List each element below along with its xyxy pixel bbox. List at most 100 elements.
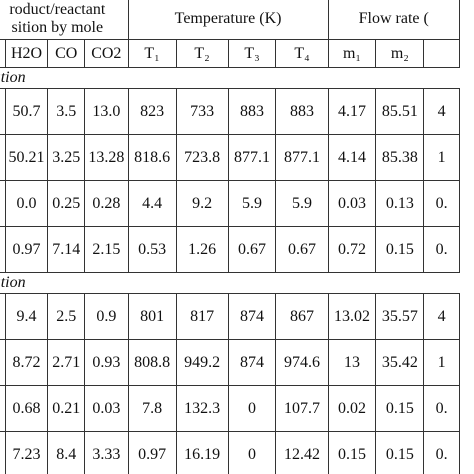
table-cell: 2.15	[83, 226, 129, 273]
column-header: CO2	[83, 39, 129, 68]
table-cell: 5.9	[227, 180, 277, 227]
table-cell: 0.28	[83, 180, 129, 227]
table-cell: 35.57	[375, 293, 425, 340]
header-cell: roduct/reactant sition by mole	[0, 0, 129, 40]
table-cell: 1	[423, 134, 460, 181]
table-cell: 874	[227, 339, 277, 386]
table-cell: 818.6	[127, 134, 177, 181]
table-cell: 4.14	[327, 134, 377, 181]
table-cell: 808.8	[127, 339, 177, 386]
section-title: ration	[0, 67, 460, 89]
table-cell: 13	[327, 339, 377, 386]
table-cell: 817	[175, 293, 229, 340]
table-cell: 0.15	[375, 226, 425, 273]
table-cell: 1.26	[175, 226, 229, 273]
table-cell: 0.68	[4, 385, 49, 432]
table-cell: 0.	[423, 226, 460, 273]
section-title: ration	[0, 272, 460, 294]
table-cell: 0.93	[83, 339, 129, 386]
table-cell: 0.03	[83, 385, 129, 432]
table-row: 8.72 2.71 0.93 808.8 949.2 874 974.6 13 35.42 1	[0, 339, 460, 386]
header-text: sition by mole	[11, 19, 104, 36]
table-row: 0.97 7.14 2.15 0.53 1.26 0.67 0.67 0.72 0.15 0.	[0, 226, 460, 273]
table-cell: 0.9	[83, 293, 129, 340]
table-cell: 0.	[423, 431, 460, 474]
header-cell	[423, 39, 460, 68]
table-row: 50.7 3.5 13.0 823 733 883 883 4.17 85.51 4	[0, 88, 460, 135]
table-cell: 0.15	[375, 385, 425, 432]
table-cell: 0.15	[375, 431, 425, 474]
table-cell: 723.8	[175, 134, 229, 181]
table-cell: 733	[175, 88, 229, 135]
table-cell: 4	[423, 88, 460, 135]
table-cell: 0.13	[375, 180, 425, 227]
column-header: T₂	[175, 39, 229, 68]
column-header: m₂	[375, 39, 425, 68]
table-cell: 35.42	[375, 339, 425, 386]
table-cell: 0	[227, 385, 277, 432]
table-cell: 0.0	[4, 180, 49, 227]
table-cell: 0.21	[47, 385, 85, 432]
table-cell: 13.02	[327, 293, 377, 340]
table-cell: 801	[127, 293, 177, 340]
table-cell: 883	[275, 88, 329, 135]
data-table: roduct/reactant sition by mole Temperature…	[0, 0, 461, 474]
table-cell: 16.19	[175, 431, 229, 474]
table-cell: 13.0	[83, 88, 129, 135]
header-cell: Flow rate (	[327, 0, 461, 40]
table-row: 9.4 2.5 0.9 801 817 874 867 13.02 35.57 4	[0, 293, 460, 340]
table-cell: 3.25	[47, 134, 85, 181]
table-row: ration	[0, 272, 460, 294]
table-cell: 0.25	[47, 180, 85, 227]
table-cell: 877.1	[275, 134, 329, 181]
table-cell: 3.33	[83, 431, 129, 474]
table-row: 7.23 8.4 3.33 0.97 16.19 0 12.42 0.15 0.15 0.	[0, 431, 460, 474]
table-cell: 7.14	[47, 226, 85, 273]
table-cell: 8.4	[47, 431, 85, 474]
table-cell: 50.21	[4, 134, 49, 181]
table-cell: 0.67	[275, 226, 329, 273]
table-cell: 2.71	[47, 339, 85, 386]
table-cell: 13.28	[83, 134, 129, 181]
table-row: 0.68 0.21 0.03 7.8 132.3 0 107.7 0.02 0.15 0.	[0, 385, 460, 432]
table-cell: 3.5	[47, 88, 85, 135]
column-header: T₃	[227, 39, 277, 68]
table-cell: 0.97	[4, 226, 49, 273]
header-text: roduct/reactant	[9, 1, 106, 18]
table-cell: 9.4	[4, 293, 49, 340]
table-row: ration	[0, 67, 460, 89]
table-cell: 874	[227, 293, 277, 340]
table-row: 50.21 3.25 13.28 818.6 723.8 877.1 877.1 4.14 85…	[0, 134, 460, 181]
column-header: m₁	[327, 39, 377, 68]
table-cell: 1	[423, 339, 460, 386]
table-cell: 0.	[423, 180, 460, 227]
table-cell: 0	[227, 431, 277, 474]
header-cell: Temperature (K)	[127, 0, 329, 40]
table-cell: 132.3	[175, 385, 229, 432]
table-cell: 107.7	[275, 385, 329, 432]
column-header: T₁	[127, 39, 177, 68]
column-header: T₄	[275, 39, 329, 68]
table-cell: 50.7	[4, 88, 49, 135]
table-cell: 974.6	[275, 339, 329, 386]
table-cell: 5.9	[275, 180, 329, 227]
column-header: H2O	[4, 39, 49, 68]
table-cell: 7.8	[127, 385, 177, 432]
table-cell: 867	[275, 293, 329, 340]
table-row: 0.0 0.25 0.28 4.4 9.2 5.9 5.9 0.03 0.13 0.	[0, 180, 460, 227]
table-cell: 4.17	[327, 88, 377, 135]
table-cell: 949.2	[175, 339, 229, 386]
table-cell: 0.15	[327, 431, 377, 474]
table-cell: 12.42	[275, 431, 329, 474]
table-cell: 0.72	[327, 226, 377, 273]
table-cell: 877.1	[227, 134, 277, 181]
table-cell: 0.97	[127, 431, 177, 474]
table-cell: 0.03	[327, 180, 377, 227]
table-cell: 0.	[423, 385, 460, 432]
table-cell: 0.53	[127, 226, 177, 273]
table-cell: 4	[423, 293, 460, 340]
table-cell: 0.02	[327, 385, 377, 432]
table-row: H2O CO CO2 T₁ T₂ T₃ T₄ m₁ m₂	[0, 39, 460, 68]
table-cell: 823	[127, 88, 177, 135]
